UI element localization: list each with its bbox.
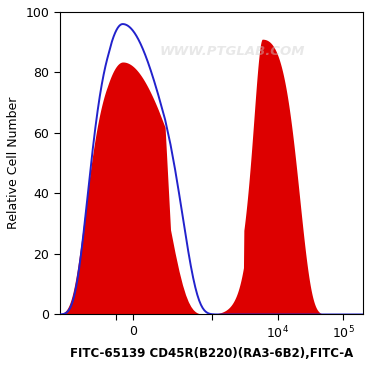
- Text: WWW.PTGLAB.COM: WWW.PTGLAB.COM: [160, 45, 305, 58]
- Y-axis label: Relative Cell Number: Relative Cell Number: [7, 97, 20, 229]
- X-axis label: FITC-65139 CD45R(B220)(RA3-6B2),FITC-A: FITC-65139 CD45R(B220)(RA3-6B2),FITC-A: [70, 347, 353, 360]
